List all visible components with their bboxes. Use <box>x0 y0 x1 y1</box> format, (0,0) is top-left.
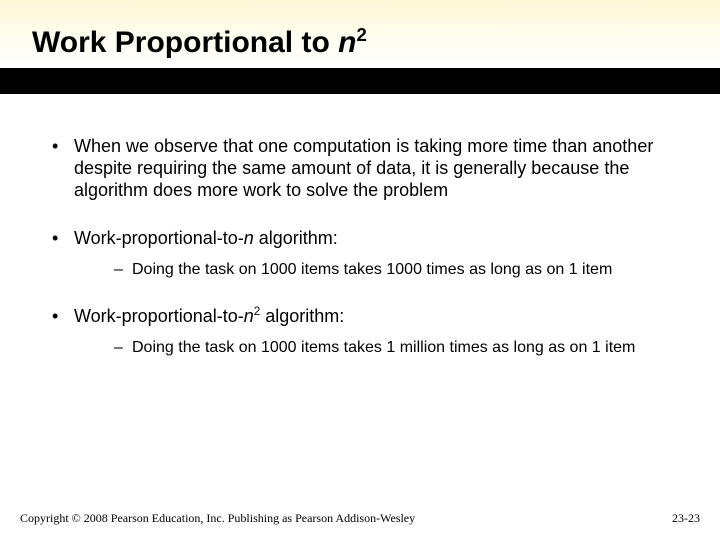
bullet-list: When we observe that one computation is … <box>48 136 680 358</box>
sub-bullet-text: Doing the task on 1000 items takes 1 mil… <box>132 339 635 356</box>
divider-bar <box>0 68 720 94</box>
page-number: 23-23 <box>672 511 700 526</box>
bullet-variable: n <box>244 228 254 248</box>
bullet-text: When we observe that one computation is … <box>74 136 653 200</box>
list-item: Work-proportional-to-n2 algorithm: Doing… <box>48 306 680 358</box>
bullet-text-suffix: algorithm: <box>254 228 338 248</box>
bullet-text-suffix: algorithm: <box>260 306 344 326</box>
bullet-text-prefix: Work-proportional-to- <box>74 306 244 326</box>
title-prefix: Work Proportional to <box>32 26 338 59</box>
list-item: Doing the task on 1000 items takes 1000 … <box>74 260 680 280</box>
slide-title: Work Proportional to n2 <box>32 26 367 60</box>
bullet-variable: n <box>244 306 254 326</box>
bullet-text-prefix: Work-proportional-to- <box>74 228 244 248</box>
list-item: Work-proportional-to-n algorithm: Doing … <box>48 228 680 280</box>
content-area: When we observe that one computation is … <box>0 94 720 358</box>
title-variable: n <box>338 26 356 59</box>
list-item: When we observe that one computation is … <box>48 136 680 202</box>
sub-bullet-list: Doing the task on 1000 items takes 1 mil… <box>74 338 680 358</box>
sub-bullet-text: Doing the task on 1000 items takes 1000 … <box>132 261 612 278</box>
sub-bullet-list: Doing the task on 1000 items takes 1000 … <box>74 260 680 280</box>
footer: Copyright © 2008 Pearson Education, Inc.… <box>20 511 700 526</box>
title-exponent: 2 <box>356 24 366 45</box>
copyright-text: Copyright © 2008 Pearson Education, Inc.… <box>20 511 415 526</box>
list-item: Doing the task on 1000 items takes 1 mil… <box>74 338 680 358</box>
header-band: Work Proportional to n2 <box>0 0 720 68</box>
